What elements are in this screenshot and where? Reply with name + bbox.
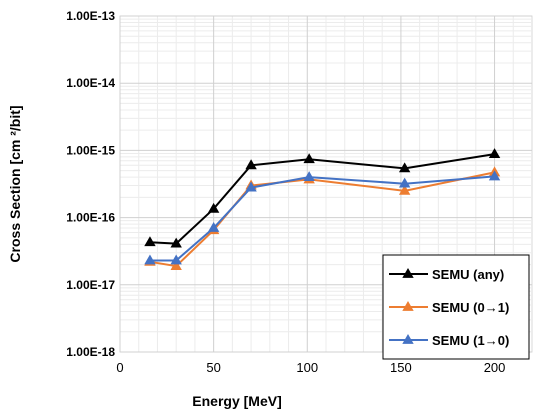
- legend-label: SEMU (any): [432, 267, 504, 282]
- data-point: [398, 184, 411, 195]
- data-point: [170, 254, 182, 265]
- data-point: [207, 202, 220, 213]
- data-point: [398, 162, 411, 173]
- y-tick-label: 1.00E-13: [66, 9, 115, 23]
- data-point: [245, 159, 257, 170]
- data-point: [488, 170, 501, 181]
- series-0: [144, 148, 501, 248]
- data-point: [245, 181, 257, 192]
- series-layer: [144, 148, 501, 270]
- x-tick-label: 100: [296, 360, 318, 375]
- data-point: [303, 153, 315, 164]
- data-point: [398, 177, 411, 188]
- data-point: [303, 171, 315, 182]
- x-tick-label: 150: [390, 360, 412, 375]
- legend-label: SEMU (1→0): [432, 333, 509, 348]
- y-tick-label: 1.00E-14: [66, 76, 115, 90]
- x-axis-title: Energy [MeV]: [192, 393, 281, 409]
- plot-area: [119, 15, 533, 353]
- legend-label: SEMU (0→1): [432, 300, 509, 315]
- y-axis-title: Cross Section [cm ²/bit]: [7, 105, 23, 262]
- legend-entry: SEMU (1→0): [389, 333, 509, 348]
- data-point: [207, 222, 220, 232]
- legend-entry: SEMU (0→1): [389, 300, 509, 315]
- x-tick-label: 0: [116, 360, 123, 375]
- legend-marker: [402, 334, 414, 344]
- x-tick-label: 50: [206, 360, 220, 375]
- x-axis-ticks: 0 50 100 150 200: [116, 360, 505, 375]
- legend-entry: SEMU (any): [389, 267, 504, 282]
- data-point: [488, 148, 501, 159]
- series-2: [144, 170, 501, 265]
- data-point: [144, 236, 156, 247]
- legend-marker: [402, 301, 414, 311]
- data-point: [170, 237, 182, 248]
- data-point: [170, 260, 182, 270]
- y-tick-label: 1.00E-16: [66, 211, 115, 225]
- y-tick-label: 1.00E-15: [66, 143, 115, 157]
- y-tick-label: 1.00E-17: [66, 278, 115, 292]
- y-tick-label: 1.00E-18: [66, 345, 115, 359]
- y-axis-ticks: 1.00E-18 1.00E-17 1.00E-16 1.00E-15 1.00E-14…: [66, 9, 115, 359]
- x-tick-label: 200: [484, 360, 506, 375]
- legend-marker: [402, 268, 414, 278]
- legend: SEMU (any) SEMU (0→1) SEMU (1→0): [382, 254, 530, 360]
- data-point: [144, 254, 156, 265]
